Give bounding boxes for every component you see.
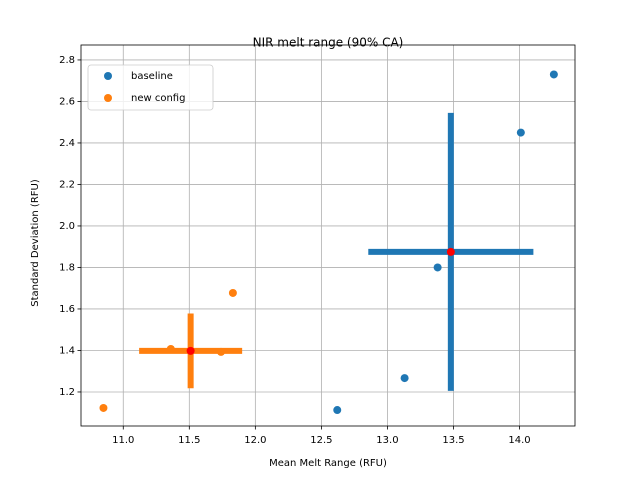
point — [228, 288, 237, 297]
y-tick-label: 2.8 — [59, 55, 75, 66]
point — [549, 70, 558, 79]
y-tick-label: 1.2 — [59, 387, 75, 398]
x-tick-label: 13.0 — [376, 435, 398, 446]
y-tick-label: 1.4 — [59, 345, 75, 356]
point — [433, 263, 442, 272]
x-tick-label: 11.5 — [178, 435, 200, 446]
legend-box — [87, 64, 214, 111]
y-tick-label: 2.0 — [59, 221, 75, 232]
legend-marker — [104, 72, 112, 80]
mean-point — [186, 346, 195, 355]
point — [333, 406, 342, 415]
x-tick-label: 12.0 — [244, 435, 266, 446]
y-tick-label: 2.2 — [59, 179, 75, 190]
point — [400, 374, 409, 383]
y-tick-label: 2.4 — [59, 138, 75, 149]
axes-frame — [80, 44, 576, 427]
y-tick-label: 1.6 — [59, 304, 75, 315]
y-axis-label: Standard Deviation (RFU) — [30, 179, 41, 307]
x-tick-label: 11.0 — [112, 435, 134, 446]
point — [99, 403, 108, 412]
x-axis-label: Mean Melt Range (RFU) — [269, 458, 387, 469]
point — [516, 128, 525, 137]
x-tick-label: 13.5 — [442, 435, 464, 446]
chart-title: NIR melt range (90% CA) — [253, 36, 404, 50]
mean-point — [446, 247, 455, 256]
legend-label: baseline — [131, 71, 173, 82]
y-tick-label: 2.6 — [59, 96, 75, 107]
x-tick-label: 14.0 — [508, 435, 530, 446]
legend-marker — [104, 94, 112, 102]
legend-label: new config — [131, 93, 185, 104]
x-tick-label: 12.5 — [310, 435, 332, 446]
y-tick-label: 1.8 — [59, 262, 75, 273]
